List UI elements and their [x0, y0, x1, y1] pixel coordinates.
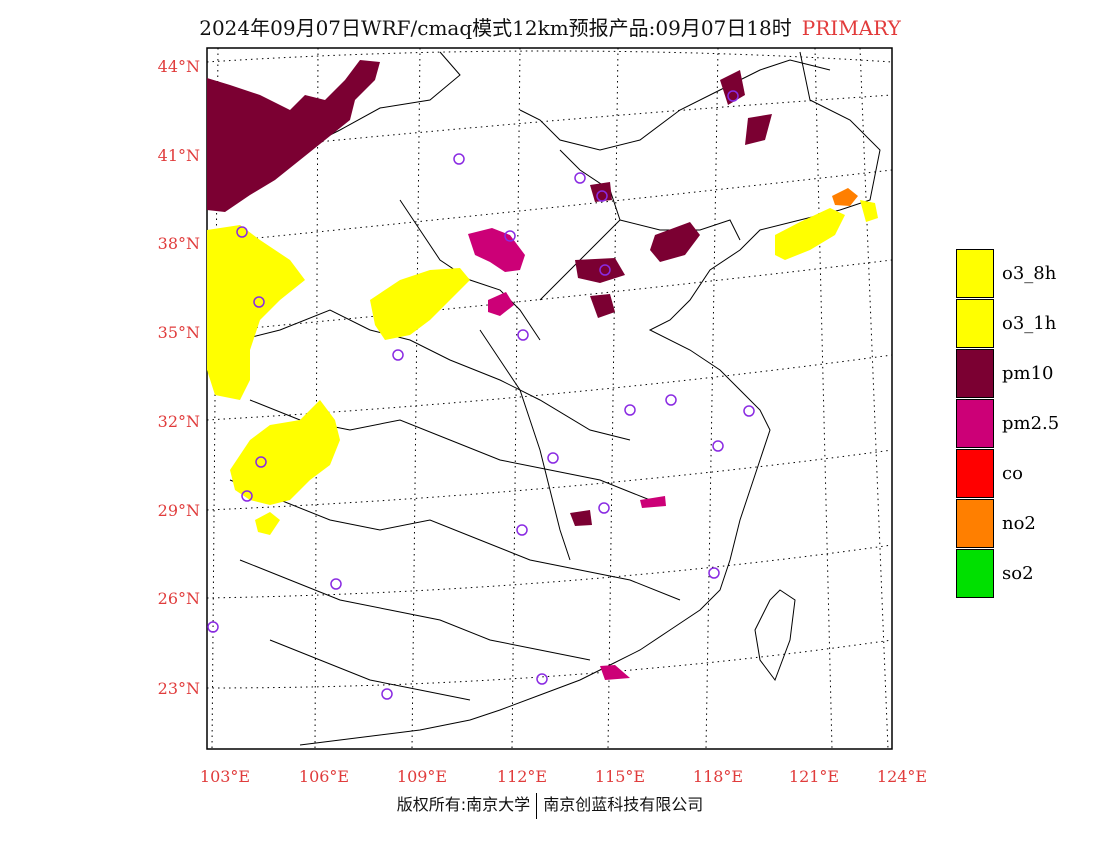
legend-item-o3-1h: o3_1h: [956, 299, 1086, 349]
legend: o3_8h o3_1h pm10 pm2.5 co no2 so2: [956, 249, 1086, 599]
lon-label: 124°E: [877, 767, 927, 786]
footer-divider: [536, 792, 538, 819]
legend-label: co: [1002, 463, 1023, 484]
legend-swatch: [956, 349, 994, 398]
legend-item-co: co: [956, 449, 1086, 499]
pm25-areas: [468, 228, 666, 680]
lat-label: 38°N: [158, 234, 200, 253]
lat-label: 44°N: [158, 57, 200, 76]
o3-areas: [207, 200, 878, 535]
lon-label: 109°E: [397, 767, 447, 786]
lon-label: 103°E: [200, 767, 250, 786]
map-title: 2024年09月07日WRF/cmaq模式12km预报产品:09月07日18时 P…: [0, 12, 1100, 41]
no2-areas: [832, 188, 858, 206]
copyright-left: 版权所有:南京大学: [396, 795, 531, 814]
mode-label: PRIMARY: [801, 16, 901, 40]
legend-item-o3-8h: o3_8h: [956, 249, 1086, 299]
legend-label: o3_8h: [1002, 263, 1057, 284]
legend-item-no2: no2: [956, 499, 1086, 549]
legend-label: o3_1h: [1002, 313, 1057, 334]
legend-label: no2: [1002, 513, 1036, 534]
legend-label: so2: [1002, 563, 1034, 584]
legend-item-pm10: pm10: [956, 349, 1086, 399]
lat-label: 23°N: [158, 679, 200, 698]
map-frame: [206, 47, 893, 750]
legend-swatch: [956, 499, 994, 548]
lon-label: 106°E: [299, 767, 349, 786]
legend-swatch: [956, 449, 994, 498]
legend-item-so2: so2: [956, 549, 1086, 599]
lat-label: 29°N: [158, 501, 200, 520]
lat-label: 41°N: [158, 146, 200, 165]
legend-swatch: [956, 399, 994, 448]
lat-label: 35°N: [158, 323, 200, 342]
legend-item-pm25: pm2.5: [956, 399, 1086, 449]
lat-label: 32°N: [158, 412, 200, 431]
legend-swatch: [956, 549, 994, 598]
legend-label: pm10: [1002, 363, 1054, 384]
legend-swatch: [956, 299, 994, 348]
lat-label: 26°N: [158, 589, 200, 608]
city-markers: [207, 90, 755, 700]
copyright-right: 南京创蓝科技有限公司: [543, 795, 704, 814]
lon-label: 112°E: [497, 767, 547, 786]
legend-label: pm2.5: [1002, 413, 1060, 434]
lon-label: 118°E: [693, 767, 743, 786]
latitude-labels: 44°N 41°N 38°N 35°N 32°N 29°N 26°N 23°N: [158, 57, 200, 698]
copyright-footer: 版权所有:南京大学 南京创蓝科技有限公司: [0, 791, 1100, 819]
legend-swatch: [956, 249, 994, 298]
lon-label: 115°E: [595, 767, 645, 786]
longitude-labels: 103°E 106°E 109°E 112°E 115°E 118°E 121°…: [200, 767, 927, 786]
title-text: 2024年09月07日WRF/cmaq模式12km预报产品:09月07日18时: [199, 16, 792, 40]
lon-label: 121°E: [789, 767, 839, 786]
